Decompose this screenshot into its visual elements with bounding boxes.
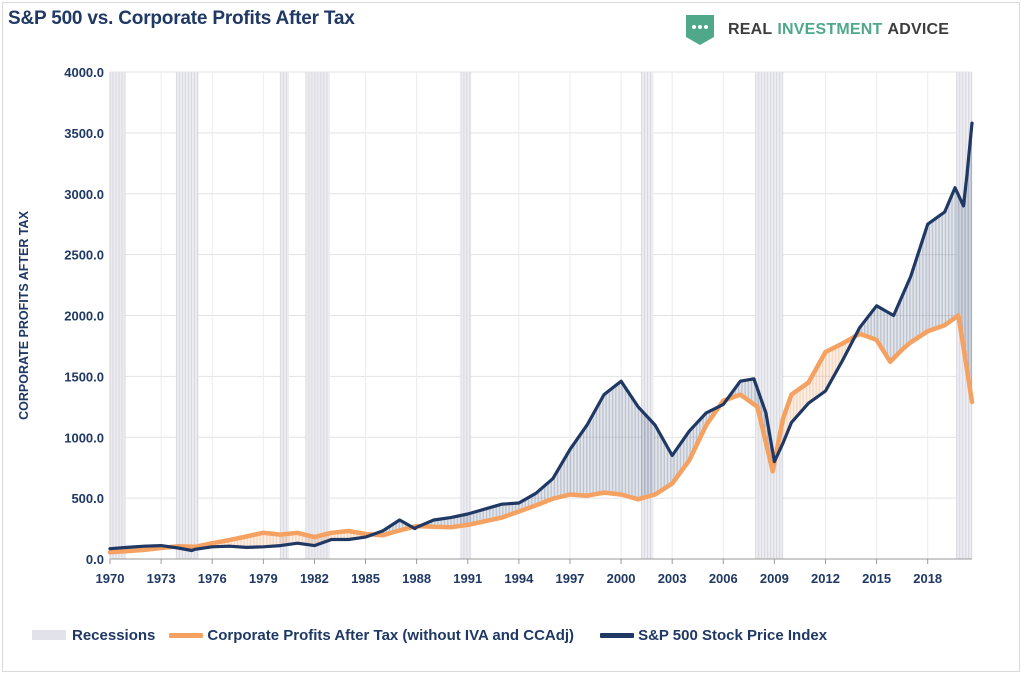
legend-label-profits: Corporate Profits After Tax (without IVA… [207, 626, 575, 644]
brand-word-real: REAL [728, 21, 773, 38]
x-tick-label: 1976 [198, 571, 227, 586]
legend-swatch-sp500 [600, 632, 635, 638]
brand-logo: REAL INVESTMENT ADVICE [682, 13, 949, 47]
series-line-profits [107, 313, 975, 555]
y-tick-label: 3500.0 [64, 126, 104, 141]
x-tick-label: 2015 [862, 571, 891, 586]
recession-band [460, 72, 472, 559]
chart-title: S&P 500 vs. Corporate Profits After Tax [8, 8, 355, 29]
x-tick-label: 1985 [351, 571, 380, 586]
series-line-sp500 [108, 121, 974, 553]
x-tick-label: 1979 [249, 571, 278, 586]
x-tick-label: 1973 [147, 571, 176, 586]
recession-band [755, 72, 783, 559]
x-tick-label: 2009 [760, 571, 789, 586]
x-tick-label: 1991 [453, 571, 482, 586]
recession-band [280, 72, 289, 559]
x-tick-label: 2003 [658, 571, 687, 586]
legend-item-recessions: Recessions [32, 627, 155, 644]
legend: Recessions Corporate Profits After Tax (… [32, 624, 827, 646]
x-tick-label: 1982 [300, 571, 329, 586]
y-tick-label: 2000.0 [64, 309, 104, 324]
legend-item-profits: Corporate Profits After Tax (without IVA… [169, 627, 574, 644]
x-tick-label: 1994 [504, 571, 534, 586]
legend-label-sp500: S&P 500 Stock Price Index [638, 626, 828, 644]
brand-wordmark: REAL INVESTMENT ADVICE [728, 21, 949, 39]
brand-word-investment: INVESTMENT [777, 21, 883, 38]
x-tick-label: 1988 [402, 571, 431, 586]
y-tick-label: 3000.0 [64, 187, 104, 202]
y-tick-label: 1000.0 [64, 430, 104, 445]
x-tick-label: 1970 [96, 571, 125, 586]
legend-swatch-profits [169, 632, 204, 638]
x-tick-label: 2012 [811, 571, 840, 586]
legend-item-sp500: S&P 500 Stock Price Index [600, 627, 827, 644]
x-tick-label: 1997 [555, 571, 584, 586]
y-tick-label: 2500.0 [64, 248, 104, 263]
y-axis-title: CORPORATE PROFITS AFTER TAX [17, 210, 31, 419]
brand-word-advice: ADVICE [887, 21, 950, 38]
legend-label-recessions: Recessions [72, 626, 156, 644]
y-tick-label: 0.0 [86, 552, 104, 567]
x-tick-label: 2006 [709, 571, 738, 586]
chat-bubble-icon [686, 15, 714, 45]
legend-swatch-recessions [32, 630, 66, 640]
y-tick-label: 4000.0 [64, 65, 104, 80]
y-tick-label: 500.0 [71, 491, 104, 506]
x-tick-label: 2018 [913, 571, 942, 586]
y-tick-label: 1500.0 [64, 369, 104, 384]
recession-band [110, 72, 126, 559]
x-tick-label: 2000 [607, 571, 636, 586]
